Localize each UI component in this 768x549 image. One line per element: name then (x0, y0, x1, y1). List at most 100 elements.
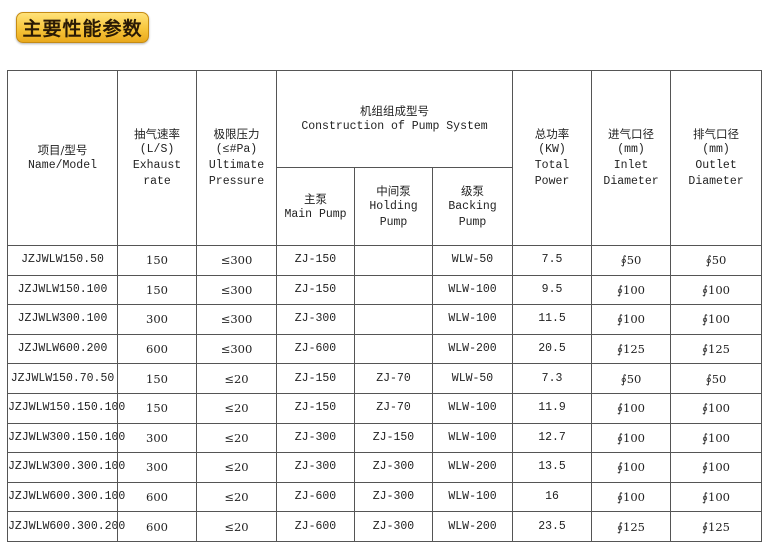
header-backing-pump: 级泵 Backing Pump (431, 167, 514, 246)
header-line: (≤#Pa) (215, 143, 258, 156)
cell-model: JZJWLW150.100 (7, 274, 118, 306)
cell-ultimate-pressure: ≤300 (196, 245, 277, 276)
table-row: JZJWLW600.300.200 600 ≤20 ZJ-600 ZJ-300 WLW-2… (7, 511, 763, 542)
cell-exhaust-rate: 150 (117, 245, 197, 276)
header-line: rate (143, 175, 171, 188)
table-row: JZJWLW150.70.50 150 ≤20 ZJ-150 ZJ-70 WLW-50 7.… (7, 363, 763, 394)
cell-holding-pump: ZJ-300 (354, 511, 433, 542)
cell-backing-pump: WLW-100 (431, 304, 514, 335)
cell-main-pump: ZJ-150 (276, 245, 355, 276)
cell-outlet-diameter: ∮50 (670, 245, 763, 276)
header-model: 项目/型号 Name/Model (7, 70, 118, 246)
table-row: JZJWLW300.100 300 ≤300 ZJ-300 WLW-100 11.5 ∮10… (7, 304, 763, 335)
header-line: Pressure (208, 175, 265, 188)
header-line: Diameter (603, 175, 659, 188)
table-body: JZJWLW150.50 150 ≤300 ZJ-150 WLW-50 7.5 ∮50 ∮50… (7, 245, 763, 542)
cell-total-power: 12.7 (512, 422, 593, 454)
cell-main-pump: ZJ-150 (276, 274, 355, 306)
cell-model: JZJWLW600.200 (7, 333, 118, 365)
pump-spec-table: 项目/型号 Name/Model 抽气速率 (L/S) Exhaust rate 极限压… (7, 70, 763, 542)
cell-total-power: 7.3 (512, 363, 593, 394)
cell-exhaust-rate: 600 (117, 481, 197, 513)
cell-exhaust-rate: 300 (117, 452, 197, 483)
cell-inlet-diameter: ∮50 (591, 363, 672, 394)
header-line: (L/S) (139, 143, 175, 156)
cell-main-pump: ZJ-300 (276, 452, 355, 483)
cell-model: JZJWLW300.150.100 (7, 422, 125, 454)
cell-backing-pump: WLW-200 (431, 511, 514, 542)
header-line: Ultimate (208, 159, 265, 172)
cell-ultimate-pressure: ≤20 (196, 481, 277, 513)
cell-total-power: 11.9 (512, 392, 593, 424)
header-line: 主泵 (304, 191, 327, 206)
cell-outlet-diameter: ∮100 (670, 392, 763, 424)
header-line: (mm) (702, 143, 730, 156)
section-title: 主要性能参数 (16, 12, 149, 43)
header-ultimate-pressure: 极限压力 (≤#Pa) Ultimate Pressure (196, 70, 277, 246)
cell-model: JZJWLW150.150.100 (7, 392, 125, 424)
cell-holding-pump: ZJ-150 (354, 422, 433, 454)
cell-holding-pump (354, 333, 433, 365)
header-line: Exhaust (132, 159, 182, 172)
table-row: JZJWLW150.150.100 150 ≤20 ZJ-150 ZJ-70 WLW-10… (7, 392, 763, 424)
cell-model: JZJWLW300.100 (7, 304, 118, 335)
cell-total-power: 20.5 (512, 333, 593, 365)
cell-outlet-diameter: ∮100 (670, 452, 763, 483)
header-line: Main Pump (284, 207, 347, 221)
cell-backing-pump: WLW-200 (431, 452, 514, 483)
header-line: (KW) (538, 143, 566, 156)
cell-exhaust-rate: 150 (117, 392, 197, 424)
cell-main-pump: ZJ-300 (276, 422, 355, 454)
cell-outlet-diameter: ∮125 (670, 333, 763, 365)
header-line: 抽气速率 (134, 127, 180, 141)
cell-inlet-diameter: ∮100 (591, 392, 672, 424)
cell-outlet-diameter: ∮100 (670, 274, 763, 306)
cell-outlet-diameter: ∮100 (670, 481, 763, 513)
header-total-power: 总功率 (KW) Total Power (512, 70, 593, 246)
header-line: Diameter (688, 175, 744, 188)
header-line: Total (534, 159, 570, 172)
cell-ultimate-pressure: ≤20 (196, 363, 277, 394)
cell-model: JZJWLW150.70.50 (7, 363, 118, 394)
cell-model: JZJWLW300.300.100 (7, 452, 125, 483)
header-line: 总功率 (534, 127, 570, 141)
header-line: 排气口径 (693, 127, 740, 141)
cell-exhaust-rate: 150 (117, 274, 197, 306)
table-row: JZJWLW300.150.100 300 ≤20 ZJ-300 ZJ-150 WLW-1… (7, 422, 763, 454)
cell-holding-pump: ZJ-300 (354, 481, 433, 513)
cell-inlet-diameter: ∮50 (591, 245, 672, 276)
cell-ultimate-pressure: ≤20 (196, 511, 277, 542)
header-main-pump: 主泵 Main Pump (276, 167, 355, 246)
cell-main-pump: ZJ-150 (276, 363, 355, 394)
cell-ultimate-pressure: ≤20 (196, 452, 277, 483)
cell-inlet-diameter: ∮125 (591, 333, 672, 365)
cell-backing-pump: WLW-100 (431, 392, 514, 424)
header-line: 机组组成型号 (360, 104, 430, 118)
cell-inlet-diameter: ∮100 (591, 452, 672, 483)
header-line: Power (534, 175, 570, 188)
cell-backing-pump: WLW-50 (431, 245, 514, 276)
header-construction: 机组组成型号 Construction of Pump System (275, 70, 514, 168)
cell-holding-pump: ZJ-300 (354, 452, 433, 483)
cell-outlet-diameter: ∮100 (670, 304, 763, 335)
cell-inlet-diameter: ∮100 (591, 274, 672, 306)
table-row: JZJWLW600.200 600 ≤300 ZJ-600 WLW-200 20.5 ∮12… (7, 333, 763, 365)
cell-ultimate-pressure: ≤20 (196, 392, 277, 424)
cell-inlet-diameter: ∮100 (591, 422, 672, 454)
cell-ultimate-pressure: ≤300 (196, 304, 277, 335)
header-line: 极限压力 (213, 127, 260, 141)
cell-ultimate-pressure: ≤20 (196, 422, 277, 454)
cell-ultimate-pressure: ≤300 (196, 333, 277, 365)
cell-exhaust-rate: 600 (117, 333, 197, 365)
cell-main-pump: ZJ-600 (276, 481, 355, 513)
cell-total-power: 7.5 (512, 245, 593, 276)
header-line: Inlet (613, 159, 649, 172)
header-line: 进气口径 (608, 127, 655, 141)
cell-outlet-diameter: ∮125 (670, 511, 763, 542)
cell-holding-pump (354, 304, 433, 335)
cell-total-power: 13.5 (512, 452, 593, 483)
cell-inlet-diameter: ∮100 (591, 481, 672, 513)
header-holding-pump: 中间泵 Holding Pump (354, 167, 433, 246)
header-line: 项目/型号 (37, 143, 88, 157)
cell-holding-pump (354, 274, 433, 306)
